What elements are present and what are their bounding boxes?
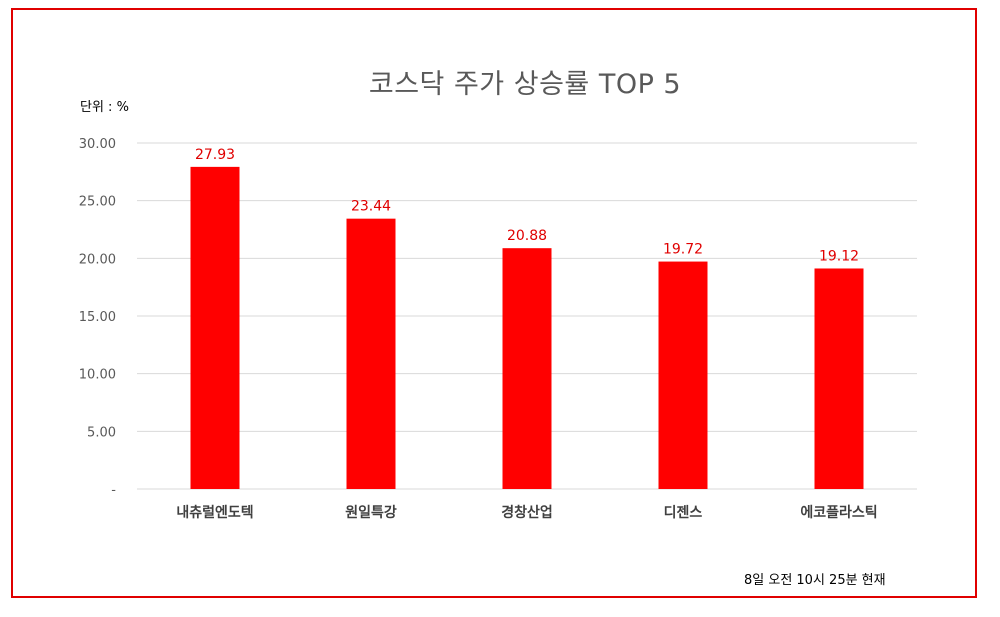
unit-label: 단위 : % [80,100,129,115]
bar [190,166,240,489]
chart-title: 코스닥 주가 상승률 TOP 5 [368,69,682,100]
y-tick-label: 20.00 [79,252,116,267]
bar-value-label: 23.44 [351,199,391,215]
bar-value-label: 27.93 [195,147,235,163]
category-label: 내츄럴엔도텍 [176,504,253,521]
bar [346,218,396,489]
category-label: 경창산업 [501,504,553,521]
bar [814,268,864,489]
category-label: 에코플라스틱 [800,504,877,521]
category-label: 디젠스 [664,505,703,521]
chart-frame [11,8,977,598]
bar [658,261,708,489]
y-tick-label: 25.00 [79,195,116,210]
y-tick-label: 10.00 [79,368,116,383]
y-tick-label: 15.00 [79,310,116,325]
category-label: 원일특강 [345,504,397,521]
bar-value-label: 19.72 [663,242,703,258]
bar-value-label: 19.12 [819,248,859,264]
bar [502,248,552,489]
y-tick-label: 5.00 [87,425,116,440]
y-axis-ticks: - 5.00 10.00 15.00 20.00 25.00 30.00 [79,137,117,498]
timestamp-footnote: 8일 오전 10시 25분 현재 [744,573,886,588]
bars [190,166,864,489]
data-labels: 27.93 23.44 20.88 19.72 19.12 [195,147,859,265]
y-tick-label: 30.00 [79,137,116,152]
y-tick-label: - [111,483,116,498]
bar-value-label: 20.88 [507,228,547,244]
x-axis-categories: 내츄럴엔도텍 원일특강 경창산업 디젠스 에코플라스틱 [176,504,877,521]
